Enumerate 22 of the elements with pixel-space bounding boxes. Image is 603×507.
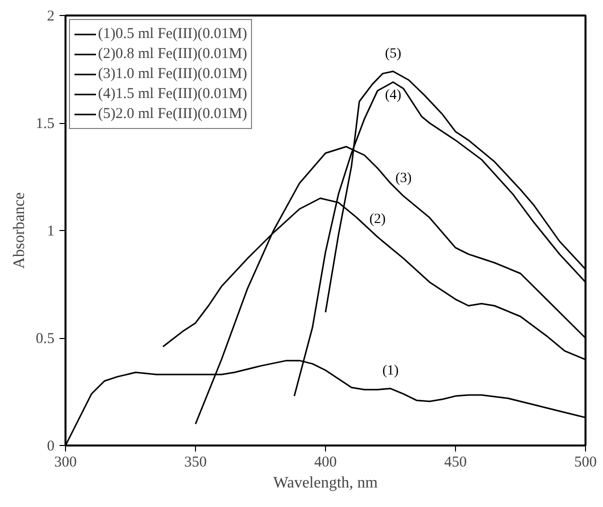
annotation: (2): [369, 212, 386, 227]
x-tick-label: 300: [54, 454, 77, 470]
x-axis-title: Wavelength, nm: [273, 474, 378, 492]
legend-label: (4)1.5 ml Fe(III)(0.01M): [98, 86, 248, 102]
x-tick-label: 350: [184, 454, 207, 470]
y-tick-label: 1: [47, 224, 54, 240]
y-tick-label: 0.5: [36, 331, 54, 347]
legend-label: (2)0.8 ml Fe(III)(0.01M): [98, 46, 248, 62]
annotation: (3): [395, 171, 412, 186]
legend-label: (5)2.0 ml Fe(III)(0.01M): [98, 106, 248, 122]
y-tick-label: 2: [47, 8, 54, 24]
x-tick-label: 400: [314, 454, 337, 470]
x-tick-label: 500: [574, 454, 597, 470]
legend-label: (1)0.5 ml Fe(III)(0.01M): [98, 26, 248, 42]
annotation: (1): [382, 364, 399, 379]
x-tick-label: 450: [444, 454, 467, 470]
y-tick-label: 0: [47, 438, 54, 454]
y-axis-title: Absorbance: [10, 192, 28, 269]
legend-label: (3)1.0 ml Fe(III)(0.01M): [98, 66, 248, 82]
annotation: (5): [384, 46, 402, 62]
annotation: (4): [384, 88, 402, 104]
y-tick-label: 1.5: [36, 116, 54, 132]
